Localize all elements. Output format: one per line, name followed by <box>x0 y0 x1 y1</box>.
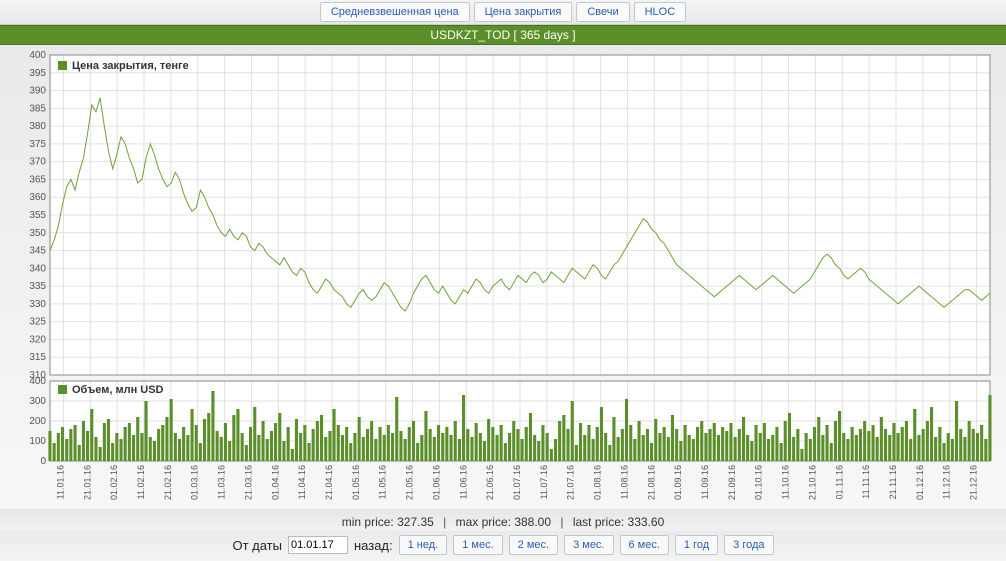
last-price-value: 333.60 <box>628 515 665 529</box>
svg-text:21.10.16: 21.10.16 <box>807 465 817 500</box>
svg-text:11.09.16: 11.09.16 <box>700 465 710 499</box>
date-range-controls: От даты назад: 1 нед. 1 мес. 2 мес. 3 ме… <box>0 531 1006 561</box>
last-price-label: last price: <box>573 515 624 529</box>
svg-text:21.01.16: 21.01.16 <box>82 465 92 500</box>
svg-text:0: 0 <box>40 456 46 467</box>
svg-text:335: 335 <box>29 281 46 292</box>
chart-container: 3103153203253303353403453503553603653703… <box>0 45 1006 509</box>
tab-hloc[interactable]: HLOC <box>634 2 687 22</box>
chart-type-tabs: Средневзвешенная цена Цена закрытия Свеч… <box>0 0 1006 25</box>
range-6months[interactable]: 6 мес. <box>620 535 669 555</box>
svg-text:01.05.16: 01.05.16 <box>351 465 361 500</box>
svg-text:01.11.16: 01.11.16 <box>834 465 844 499</box>
range-1month[interactable]: 1 мес. <box>453 535 502 555</box>
svg-text:345: 345 <box>29 246 46 257</box>
svg-text:Цена закрытия, тенге: Цена закрытия, тенге <box>72 60 189 72</box>
svg-text:01.09.16: 01.09.16 <box>673 465 683 500</box>
svg-text:11.07.16: 11.07.16 <box>539 465 549 499</box>
from-date-input[interactable] <box>288 536 348 554</box>
svg-text:340: 340 <box>29 263 46 274</box>
svg-text:21.11.16: 21.11.16 <box>888 465 898 499</box>
svg-text:01.02.16: 01.02.16 <box>109 465 119 500</box>
range-1year[interactable]: 1 год <box>675 535 718 555</box>
from-date-label: От даты <box>232 538 282 553</box>
min-price-value: 327.35 <box>397 515 434 529</box>
svg-text:01.12.16: 01.12.16 <box>915 465 925 500</box>
svg-text:315: 315 <box>29 352 46 363</box>
svg-text:365: 365 <box>29 174 46 185</box>
svg-text:21.08.16: 21.08.16 <box>646 465 656 500</box>
svg-text:01.06.16: 01.06.16 <box>431 465 441 500</box>
svg-text:Объем, млн USD: Объем, млн USD <box>72 384 164 396</box>
svg-text:01.10.16: 01.10.16 <box>754 465 764 500</box>
max-price-label: max price: <box>456 515 511 529</box>
svg-text:355: 355 <box>29 210 46 221</box>
chart-title-bar: USDKZT_TOD [ 365 days ] <box>0 25 1006 45</box>
range-3months[interactable]: 3 мес. <box>564 535 613 555</box>
svg-text:01.03.16: 01.03.16 <box>190 465 200 500</box>
svg-text:390: 390 <box>29 86 46 97</box>
svg-text:11.06.16: 11.06.16 <box>458 465 468 499</box>
svg-text:330: 330 <box>29 299 46 310</box>
svg-text:01.08.16: 01.08.16 <box>593 465 603 500</box>
svg-text:11.11.16: 11.11.16 <box>861 465 871 499</box>
svg-text:300: 300 <box>29 396 46 407</box>
svg-text:325: 325 <box>29 317 46 328</box>
chart-svg: 3103153203253303353403453503553603653703… <box>6 49 1000 509</box>
svg-text:21.09.16: 21.09.16 <box>727 465 737 500</box>
range-3years[interactable]: 3 года <box>724 535 773 555</box>
svg-text:21.03.16: 21.03.16 <box>243 465 253 500</box>
stats-row: min price: 327.35 | max price: 388.00 | … <box>0 509 1006 531</box>
svg-text:350: 350 <box>29 228 46 239</box>
svg-text:21.07.16: 21.07.16 <box>566 465 576 500</box>
min-price-label: min price: <box>342 515 394 529</box>
tab-candles[interactable]: Свечи <box>576 2 629 22</box>
svg-text:320: 320 <box>29 334 46 345</box>
svg-text:385: 385 <box>29 103 46 114</box>
tab-weighted-price[interactable]: Средневзвешенная цена <box>320 2 470 22</box>
svg-text:21.02.16: 21.02.16 <box>163 465 173 500</box>
svg-text:400: 400 <box>29 50 46 61</box>
svg-text:21.12.16: 21.12.16 <box>969 465 979 500</box>
svg-text:11.03.16: 11.03.16 <box>217 465 227 499</box>
svg-text:11.08.16: 11.08.16 <box>619 465 629 499</box>
svg-text:11.04.16: 11.04.16 <box>297 465 307 499</box>
svg-text:01.07.16: 01.07.16 <box>512 465 522 500</box>
back-label: назад: <box>354 538 393 553</box>
svg-text:100: 100 <box>29 436 46 447</box>
svg-text:11.10.16: 11.10.16 <box>781 465 791 499</box>
svg-text:11.01.16: 11.01.16 <box>55 465 65 499</box>
range-1week[interactable]: 1 нед. <box>399 535 448 555</box>
tab-close-price[interactable]: Цена закрытия <box>474 2 573 22</box>
stats-separator: | <box>554 515 569 529</box>
svg-text:400: 400 <box>29 376 46 387</box>
svg-text:21.06.16: 21.06.16 <box>485 465 495 500</box>
svg-text:375: 375 <box>29 139 46 150</box>
svg-text:360: 360 <box>29 192 46 203</box>
stats-separator: | <box>437 515 452 529</box>
svg-text:200: 200 <box>29 416 46 427</box>
max-price-value: 388.00 <box>514 515 551 529</box>
svg-text:380: 380 <box>29 121 46 132</box>
svg-text:370: 370 <box>29 157 46 168</box>
svg-text:11.05.16: 11.05.16 <box>378 465 388 499</box>
svg-text:01.04.16: 01.04.16 <box>270 465 280 500</box>
range-2months[interactable]: 2 мес. <box>509 535 558 555</box>
svg-text:11.02.16: 11.02.16 <box>136 465 146 499</box>
svg-text:11.12.16: 11.12.16 <box>942 465 952 499</box>
svg-text:395: 395 <box>29 68 46 79</box>
svg-text:21.05.16: 21.05.16 <box>405 465 415 500</box>
svg-text:21.04.16: 21.04.16 <box>324 465 334 500</box>
